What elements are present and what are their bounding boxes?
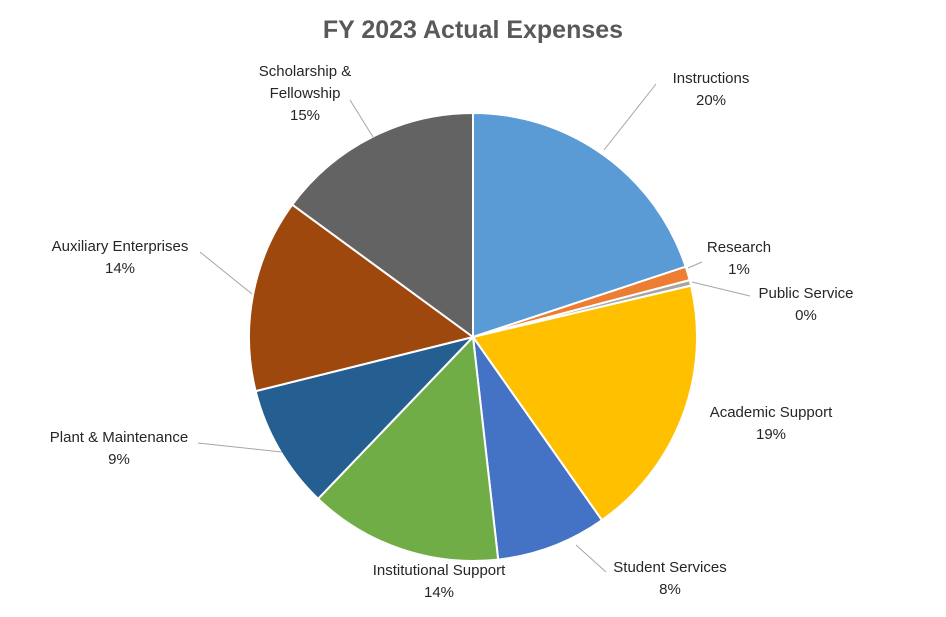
category-label: Research — [706, 239, 772, 256]
slice-label: Plant & Maintenance 9% — [34, 427, 204, 471]
category-label: Academic Support — [709, 404, 833, 421]
value-label: 14% — [104, 260, 136, 277]
slice-label: Student Services 8% — [600, 557, 740, 601]
category-label: Student Services — [613, 559, 727, 576]
pie-slice — [316, 334, 500, 562]
value-label: 0% — [795, 307, 817, 324]
value-label: 8% — [659, 581, 681, 598]
value-label: 15% — [289, 107, 321, 124]
leader-line — [575, 544, 607, 573]
pie-slice — [248, 203, 476, 393]
category-label: Instructions — [672, 70, 750, 87]
slice-label: Instructions 20% — [651, 68, 771, 112]
slice-label: Research 1% — [689, 237, 789, 281]
category-label: Public Service — [758, 285, 854, 302]
leader-line — [687, 261, 703, 269]
pie-slice — [472, 111, 687, 339]
slice-label: Academic Support 19% — [696, 402, 846, 446]
chart-title: FY 2023 Actual Expenses — [322, 16, 624, 44]
value-label: 9% — [108, 451, 130, 468]
category-label: Auxiliary Enterprises — [51, 238, 189, 255]
category-label: Plant & Maintenance — [49, 429, 189, 446]
leader-line — [199, 251, 253, 295]
pie-slice — [471, 284, 698, 522]
pie-slice — [290, 111, 474, 339]
category-label: Institutional Support — [372, 562, 506, 579]
category-label: Scholarship & Fellowship — [258, 63, 352, 102]
slice-label: Auxiliary Enterprises 14% — [35, 236, 205, 280]
slice-label: Scholarship & Fellowship 15% — [250, 61, 360, 127]
pie-slice — [254, 335, 477, 501]
value-label: 14% — [423, 584, 455, 601]
value-label: 19% — [755, 426, 787, 443]
slice-label: Institutional Support 14% — [354, 560, 524, 604]
value-label: 20% — [695, 92, 727, 109]
value-label: 1% — [728, 261, 750, 278]
leader-line — [691, 281, 751, 297]
leader-line — [349, 99, 374, 138]
pie-slice — [472, 336, 604, 561]
leader-line — [603, 83, 657, 151]
leader-line — [197, 442, 283, 453]
slice-label: Public Service 0% — [746, 283, 866, 327]
